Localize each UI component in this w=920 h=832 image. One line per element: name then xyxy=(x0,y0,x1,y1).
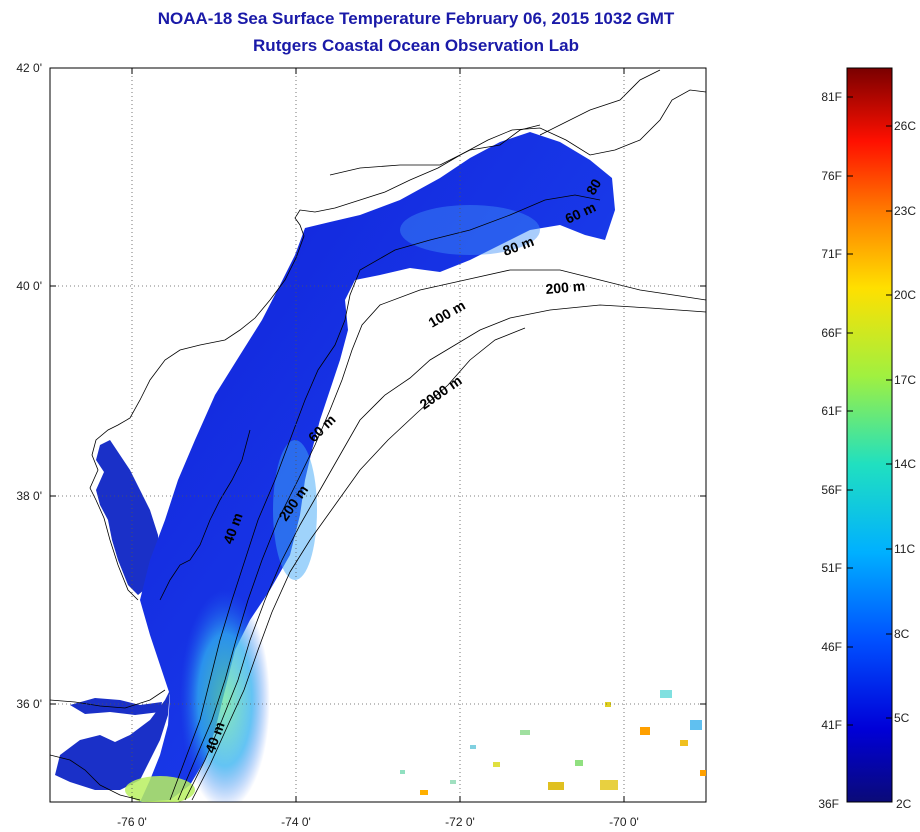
colorbar-label-f: 46F xyxy=(821,640,842,654)
albemarle-sound xyxy=(70,698,162,715)
latitude-tick-label: 38 0' xyxy=(16,489,42,503)
colorbar xyxy=(846,67,893,803)
colorbar-ticks xyxy=(847,96,892,726)
colorbar-label-f: 36F xyxy=(818,797,839,811)
colorbar-label-f: 71F xyxy=(821,247,842,261)
contour-label: 200 m xyxy=(545,278,586,297)
coastlines xyxy=(50,69,706,801)
longitude-tick-label: -70 0' xyxy=(609,815,639,829)
map-subtitle: Rutgers Coastal Ocean Observation Lab xyxy=(253,36,579,55)
longitude-tick-label: -76 0' xyxy=(117,815,147,829)
colorbar-label-f: 56F xyxy=(821,483,842,497)
latitude-tick-label: 36 0' xyxy=(16,697,42,711)
colorbar-label-c: 2C xyxy=(896,797,912,811)
warm-plume-south xyxy=(180,590,270,802)
offshore-sst-pixels xyxy=(400,690,706,795)
latitude-tick-label: 40 0' xyxy=(16,279,42,293)
latitude-tick-label: 42 0' xyxy=(16,61,42,75)
graticule xyxy=(50,68,706,802)
colorbar-label-c: 26C xyxy=(894,119,916,133)
longitude-tick-label: -72 0' xyxy=(445,815,475,829)
shelf-edge-warm xyxy=(273,440,317,580)
warm-patch-hatteras xyxy=(125,776,195,802)
colorbar-fahrenheit-labels: 81F 76F 71F 66F 61F 56F 51F 46F 41F 36F xyxy=(818,90,842,811)
bathymetry-contours xyxy=(169,194,706,801)
colorbar-label-c: 5C xyxy=(894,711,910,725)
colorbar-label-f: 41F xyxy=(821,718,842,732)
map-content: 40 m 60 m 200 m 2000 m 100 m 200 m 80 m … xyxy=(50,68,706,802)
colorbar-label-c: 23C xyxy=(894,204,916,218)
contour-label: 80 xyxy=(583,176,605,198)
colorbar-label-c: 17C xyxy=(894,373,916,387)
axis-ticks xyxy=(50,67,706,802)
colorbar-label-f: 51F xyxy=(821,561,842,575)
colorbar-label-c: 20C xyxy=(894,288,916,302)
map-title: NOAA-18 Sea Surface Temperature February… xyxy=(157,9,675,28)
chesapeake-bay xyxy=(96,440,160,595)
colorbar-label-c: 11C xyxy=(894,542,915,556)
colorbar-label-f: 66F xyxy=(821,326,842,340)
colorbar-label-f: 76F xyxy=(821,169,842,183)
colorbar-label-c: 8C xyxy=(894,627,910,641)
longitude-tick-label: -74 0' xyxy=(281,815,311,829)
colorbar-label-f: 81F xyxy=(821,90,842,104)
colorbar-label-f: 61F xyxy=(821,404,842,418)
pamlico-sound xyxy=(55,690,170,790)
colorbar-celsius-labels: 26C 23C 20C 17C 14C 11C 8C 5C 2C xyxy=(894,119,916,811)
colorbar-label-c: 14C xyxy=(894,457,916,471)
